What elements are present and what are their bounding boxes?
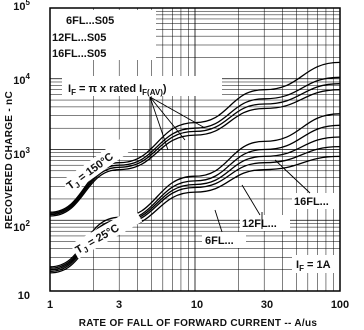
legend-line-12fl: 12FL...S05 <box>52 32 106 44</box>
x-tick-label: 1 <box>47 299 53 311</box>
y-tick-label: 10 <box>18 290 30 302</box>
leader-line <box>149 96 186 141</box>
x-tick-label: 30 <box>261 299 273 311</box>
y-tick-label: 105 <box>13 0 30 13</box>
leader-line <box>149 96 169 151</box>
tj25-annotation: TJ = 25°C <box>70 207 143 259</box>
legend-line-16fl: 16FL...S05 <box>52 48 106 60</box>
legend-line-6fl: 6FL...S05 <box>66 15 114 27</box>
y-tick-label: 102 <box>13 219 30 234</box>
leader-line <box>241 184 261 216</box>
plot-frame <box>49 7 341 292</box>
if1a-annotation: IF = 1A <box>296 259 331 273</box>
y-tick-label: 104 <box>13 72 30 87</box>
series-label-6fl: 6FL... <box>205 235 234 247</box>
series-label-16fl: 16FL... <box>294 196 329 208</box>
if1a-box <box>292 255 348 273</box>
leader-line <box>274 159 311 194</box>
leader-lines <box>149 96 311 233</box>
series-line <box>49 113 341 268</box>
series-line <box>49 89 341 217</box>
grid <box>49 8 340 292</box>
label-16fl-box <box>292 193 340 209</box>
leader-line <box>149 96 206 129</box>
label-6fl-box <box>202 232 246 248</box>
y-tick-label: 103 <box>13 146 30 161</box>
legend-box <box>46 10 156 60</box>
series-line <box>49 76 341 215</box>
x-tick-label: 100 <box>331 299 349 311</box>
if-rated-box <box>62 76 222 96</box>
if-rated-annotation: IF = π x rated IF(AV)) <box>68 83 167 97</box>
x-axis-title: RATE OF FALL OF FORWARD CURRENT -- A/us <box>79 318 318 329</box>
x-tick-label: 10 <box>191 299 203 311</box>
series-label-12fl: 12FL... <box>242 218 277 230</box>
y-axis-title: RECOVERED CHARGE - nC <box>4 91 15 229</box>
svg-text:TJ = 150°C: TJ = 150°C <box>65 151 117 194</box>
x-tick-label: 3 <box>116 299 122 311</box>
series-line <box>49 83 341 216</box>
leader-line <box>214 209 223 233</box>
label-12fl-box <box>240 215 290 231</box>
